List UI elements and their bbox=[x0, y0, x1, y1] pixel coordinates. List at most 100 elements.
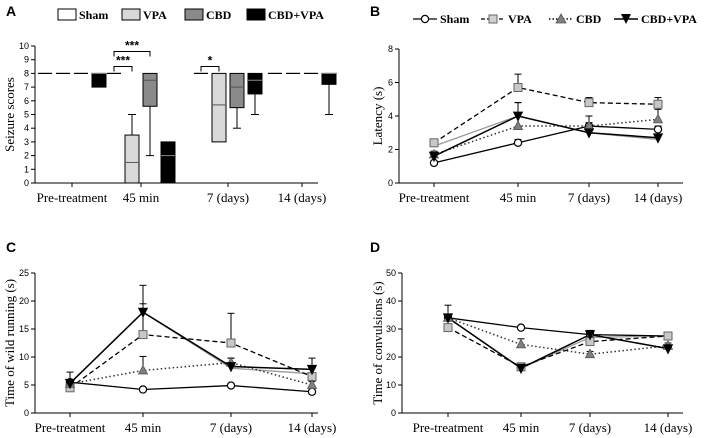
panel-c-series-cbd-line bbox=[69, 361, 313, 386]
box-vpa bbox=[124, 134, 140, 184]
panel-c-y-tick-label: 15 bbox=[19, 324, 29, 334]
panel-b-x-tick-label: Pre-treatment bbox=[399, 190, 470, 205]
panel-a-y-tick-label: 6 bbox=[24, 96, 29, 106]
panel-d-y-tick-label: 30 bbox=[386, 324, 396, 334]
panel-a-y-tick-label: 1 bbox=[24, 164, 29, 174]
panel-a-x-tick-label: 14 (days) bbox=[278, 190, 327, 205]
panel-b-point-cbd bbox=[512, 120, 524, 130]
panel-d-x-tick-label: 45 min bbox=[503, 420, 540, 435]
panel-b-point-cbdvpa bbox=[583, 128, 595, 139]
significance-label: * bbox=[208, 54, 213, 68]
panel-c-point-cbdvpa bbox=[137, 307, 149, 319]
panel-c-x-tick-label: 45 min bbox=[125, 420, 162, 435]
panel-b-y-tick-label: 6 bbox=[388, 78, 393, 88]
panel-c-point-sham bbox=[307, 387, 317, 396]
panel-d-series-sham-line bbox=[447, 317, 669, 337]
panel-c-y-tick-label: 25 bbox=[19, 268, 29, 278]
panel-c-point-vpa bbox=[226, 338, 236, 348]
panel-a-y-tick-label: 5 bbox=[24, 110, 29, 120]
panel-c-point-cbd bbox=[137, 364, 149, 375]
panel-c-series-cbdvpa-line bbox=[69, 311, 313, 384]
legend-a-swatch-cbd bbox=[184, 8, 204, 21]
panel-d-y-tick-label: 40 bbox=[386, 296, 396, 306]
panel-c-point-sham bbox=[226, 381, 236, 390]
box-cbdvpa bbox=[247, 72, 263, 95]
panel-d-y-tick-label: 20 bbox=[386, 352, 396, 362]
panel-b-point-cbdvpa bbox=[428, 151, 440, 163]
legend-a-label-cbd: CBD bbox=[206, 8, 232, 22]
legend-b: Sham VPA CBD CBD+VPA bbox=[413, 12, 697, 26]
panel-c-wild-running-chart: 0 5 10 15 20 25 Pre-treatment 45 min 7 (days) 14 … bbox=[2, 268, 336, 435]
panel-a-y-tick-label: 3 bbox=[24, 137, 29, 147]
box-cbdvpa bbox=[91, 72, 107, 88]
box-cbdvpa bbox=[321, 72, 337, 85]
panel-a-y-tick-label: 2 bbox=[24, 151, 29, 161]
panel-b-point-vpa bbox=[653, 99, 663, 109]
panel-a-y-tick-label: 4 bbox=[24, 123, 29, 133]
panel-b-y-tick-label: 0 bbox=[388, 178, 393, 188]
panel-d-y-tick-label: 0 bbox=[391, 408, 396, 418]
legend-a-swatch-cbdvpa bbox=[246, 8, 266, 21]
panel-c-x-tick-label: 14 (days) bbox=[288, 420, 337, 435]
legend-a-swatch-vpa bbox=[121, 8, 141, 21]
panel-d-series-cbdvpa-line bbox=[447, 317, 669, 370]
legend-b-label-vpa: VPA bbox=[508, 12, 532, 26]
panel-b-series-sham-line bbox=[433, 125, 659, 164]
legend-a: Sham VPA CBD CBD+VPA bbox=[57, 8, 324, 22]
panel-a-y-tick-label: 7 bbox=[24, 82, 29, 92]
panel-d-point-cbd bbox=[515, 338, 527, 349]
significance-bracket bbox=[113, 50, 151, 57]
legend-b-marker-cbdvpa bbox=[621, 14, 631, 24]
panel-d-series-cbd-line bbox=[447, 317, 669, 355]
box-vpa bbox=[211, 72, 227, 143]
panel-c-point-cbd bbox=[306, 379, 318, 389]
panel-b-y-tick-label: 4 bbox=[388, 111, 393, 121]
panel-b-point-vpa bbox=[513, 83, 523, 93]
panel-b-y-tick-label: 2 bbox=[388, 145, 393, 155]
box-cbd bbox=[142, 72, 158, 107]
panel-d-convulsions-chart: 0 10 20 30 40 50 Pre-treatment 45 min 7 (days) 14… bbox=[370, 268, 692, 435]
panel-letter-b: B bbox=[370, 3, 380, 19]
panel-b-point-vpa bbox=[429, 138, 439, 148]
panel-letter-d: D bbox=[370, 239, 380, 255]
box-cbd bbox=[229, 72, 245, 109]
panel-b-point-sham bbox=[513, 138, 523, 147]
panel-c-point-cbdvpa bbox=[64, 378, 76, 390]
legend-a-swatch-sham bbox=[57, 8, 77, 21]
significance-label: *** bbox=[116, 54, 130, 68]
legend-b-label-sham: Sham bbox=[440, 12, 469, 26]
panel-d-point-cbdvpa bbox=[442, 313, 454, 324]
panel-a-x-tick-label: 45 min bbox=[123, 190, 160, 205]
panel-b-point-cbdvpa bbox=[652, 133, 664, 144]
panel-c-point-vpa bbox=[138, 330, 148, 340]
legend-b-label-cbd: CBD bbox=[576, 12, 602, 26]
panel-letter-c: C bbox=[6, 239, 16, 255]
panel-c-y-tick-label: 20 bbox=[19, 296, 29, 306]
panel-c-series-sham-line bbox=[69, 381, 313, 393]
panel-letter-a: A bbox=[6, 3, 16, 19]
panel-d-point-cbdvpa bbox=[584, 330, 596, 341]
panel-c-y-axis-label: Time of wild running (s) bbox=[2, 279, 17, 407]
panel-d-x-tick-label: Pre-treatment bbox=[413, 420, 484, 435]
significance-label: *** bbox=[125, 38, 139, 52]
panel-a-y-tick-label: 10 bbox=[19, 41, 29, 51]
panel-d-point-sham bbox=[516, 323, 526, 332]
panel-a-boxplot: 0 1 2 3 4 5 6 7 8 9 10 Pre-treatment 45 min 7 (days) 1… bbox=[2, 38, 337, 205]
panel-a-x-tick-label: Pre-treatment bbox=[37, 190, 108, 205]
panel-b-series-cbd-line bbox=[433, 118, 659, 156]
legend-b-marker-vpa bbox=[488, 14, 498, 24]
panel-b-latency-chart: 0 2 4 6 8 Pre-treatment 45 min 7 (days) 14 (days… bbox=[370, 44, 683, 205]
legend-b-marker-cbd bbox=[555, 13, 567, 24]
panel-b-point-vpa bbox=[584, 98, 594, 108]
panel-b-point-cbd bbox=[652, 113, 664, 124]
legend-a-label-vpa: VPA bbox=[143, 8, 167, 22]
panel-b-point-cbdvpa bbox=[512, 111, 524, 122]
legend-b-label-cbdvpa: CBD+VPA bbox=[641, 12, 697, 26]
panel-b-x-tick-label: 45 min bbox=[500, 190, 537, 205]
panel-b-y-axis-label: Latency (s) bbox=[370, 87, 385, 146]
legend-a-label-sham: Sham bbox=[79, 8, 108, 22]
panel-a-y-tick-label: 8 bbox=[24, 68, 29, 78]
box-cbdvpa bbox=[160, 141, 176, 184]
panel-c-y-tick-label: 5 bbox=[24, 380, 29, 390]
panel-a-y-tick-label: 0 bbox=[24, 178, 29, 188]
